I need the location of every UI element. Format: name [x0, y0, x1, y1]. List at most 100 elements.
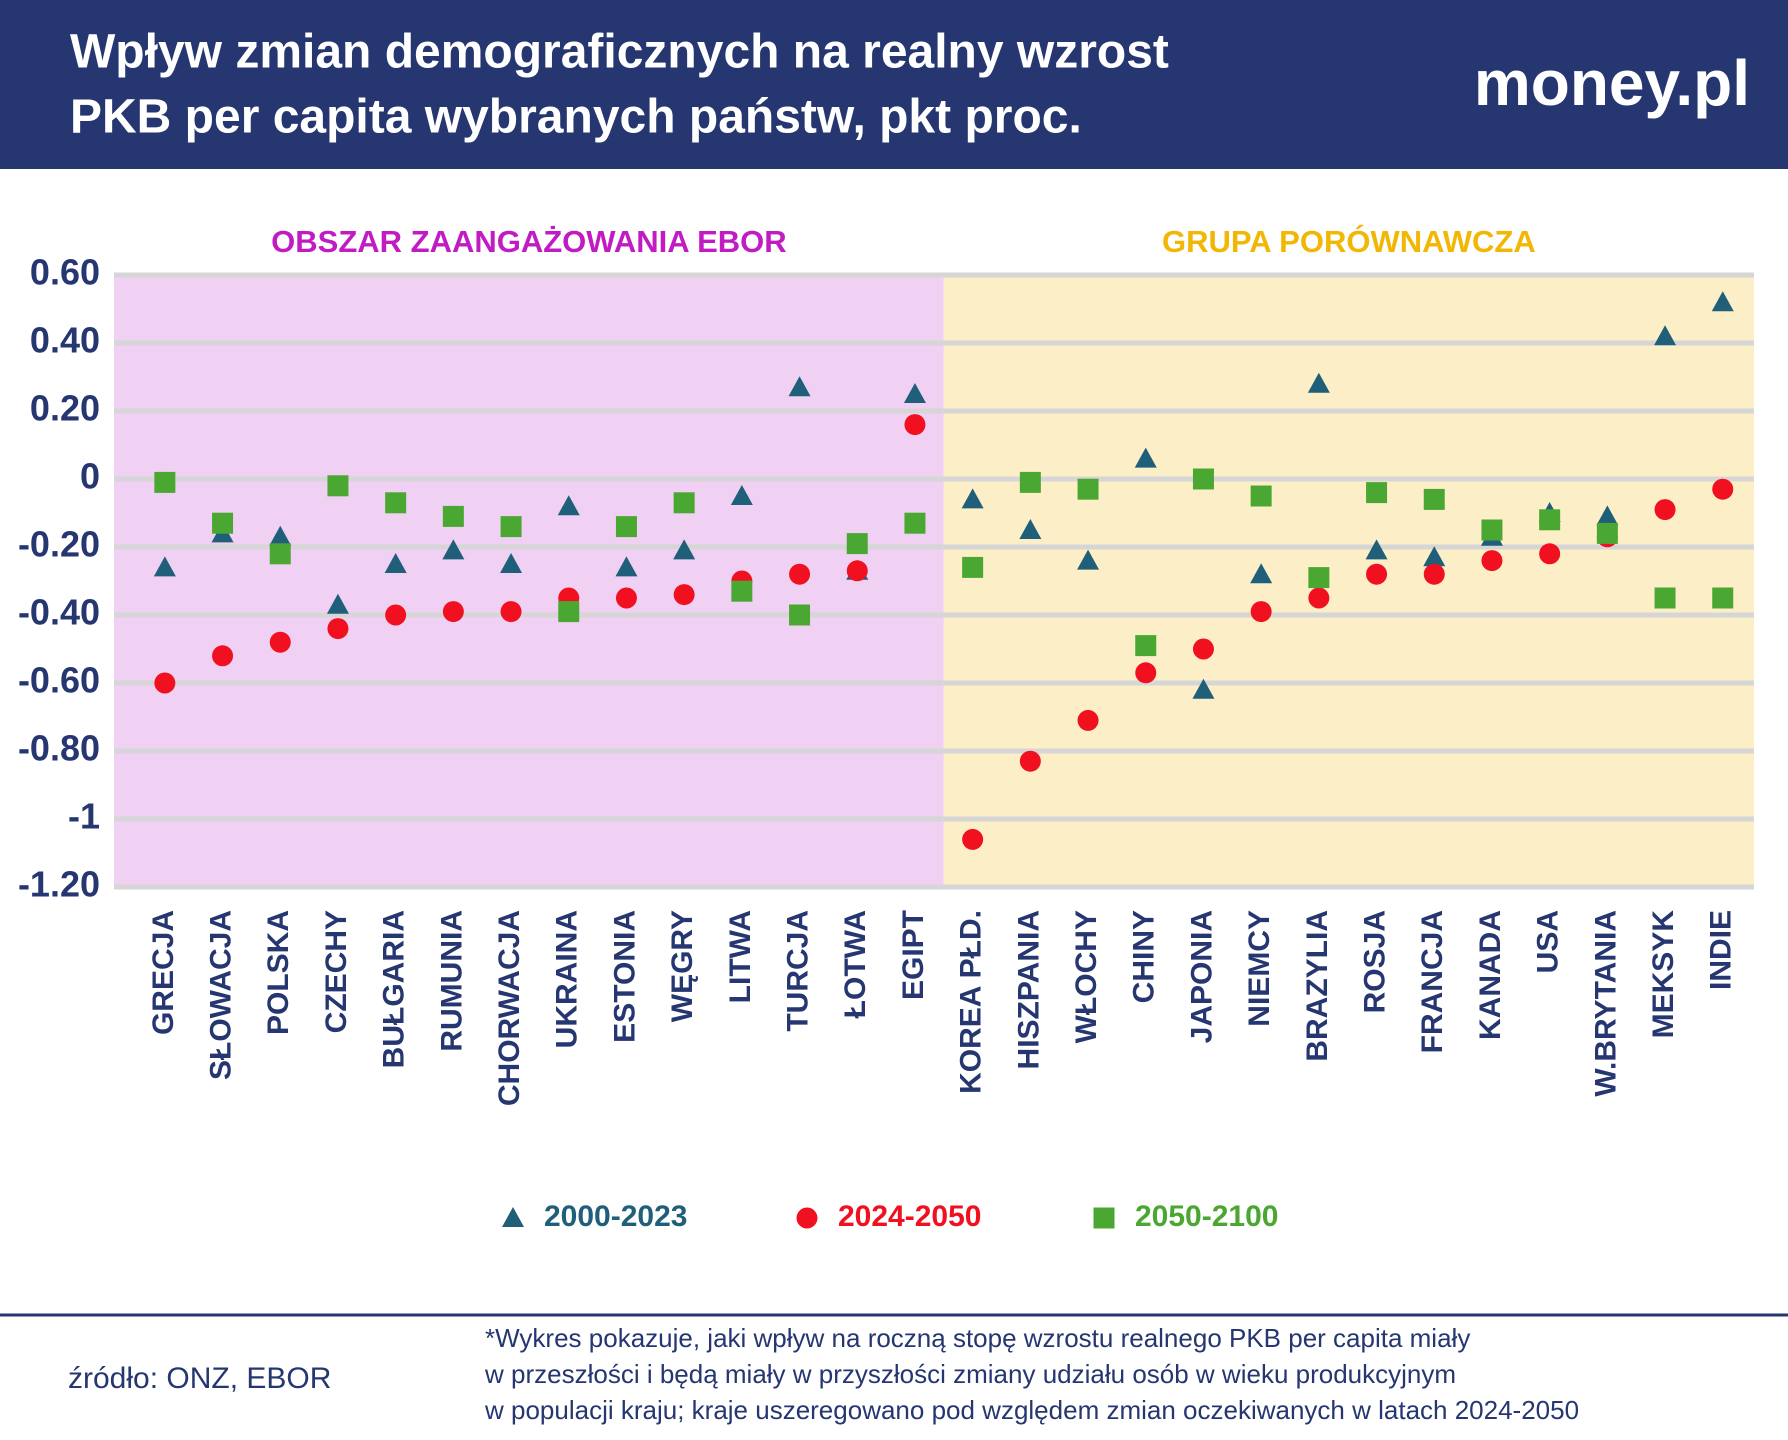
- point: [442, 601, 464, 623]
- header-bar: [0, 0, 1788, 169]
- region: [114, 275, 944, 887]
- point: [1366, 482, 1388, 504]
- point: [1423, 488, 1445, 510]
- point: [1308, 587, 1330, 609]
- point: [1654, 499, 1676, 521]
- x-tick-label: USA: [1532, 910, 1565, 973]
- x-tick-label: HISZPANIA: [1012, 910, 1045, 1069]
- title-line: PKB per capita wybranych państw, pkt pro…: [70, 91, 1082, 144]
- point: [1307, 372, 1330, 393]
- legend-marker: [1093, 1207, 1115, 1229]
- x-tick-label: WĘGRY: [666, 910, 699, 1022]
- point: [1712, 478, 1734, 500]
- point: [1365, 539, 1388, 560]
- point: [269, 543, 291, 565]
- point: [1019, 471, 1041, 493]
- x-tick-label: INDIE: [1705, 910, 1738, 990]
- point: [673, 492, 695, 514]
- y-tick-label: -1.20: [18, 864, 100, 905]
- y-tick-label: -0.60: [18, 660, 100, 701]
- x-tick-label: MEKSYK: [1647, 910, 1680, 1039]
- point: [1250, 601, 1272, 623]
- legend-marker: [502, 1207, 524, 1227]
- point: [1481, 550, 1503, 572]
- point: [1250, 485, 1272, 507]
- x-tick-label: KOREA PŁD.: [955, 910, 988, 1094]
- note-line: w populacji kraju; kraje uszeregowano po…: [484, 1395, 1579, 1425]
- point: [1596, 505, 1619, 526]
- x-tick-label: JAPONIA: [1185, 910, 1218, 1043]
- point: [326, 593, 349, 614]
- point: [962, 556, 984, 578]
- x-tick-label: NIEMCY: [1243, 910, 1276, 1027]
- region: [943, 275, 1754, 887]
- point: [500, 553, 523, 573]
- point: [557, 495, 580, 516]
- x-tick-label: CHORWACJA: [493, 910, 526, 1106]
- point: [846, 533, 868, 555]
- point: [1423, 563, 1445, 585]
- point: [904, 414, 926, 436]
- x-tick-label: EGIPT: [897, 910, 930, 1000]
- point: [673, 584, 695, 606]
- point: [961, 488, 984, 509]
- point: [788, 376, 811, 397]
- legend-label: 2024-2050: [838, 1200, 981, 1233]
- x-tick-label: CZECHY: [320, 910, 353, 1033]
- note-line: *Wykres pokazuje, jaki wpływ na roczną s…: [485, 1323, 1470, 1353]
- note-line: w przeszłości i będą miały w przyszłości…: [484, 1359, 1456, 1389]
- legend-label: 2050-2100: [1135, 1200, 1278, 1233]
- point: [1654, 587, 1676, 609]
- point: [1192, 678, 1215, 699]
- point: [154, 471, 176, 493]
- x-tick-label: BUŁGARIA: [378, 910, 411, 1068]
- point: [212, 645, 234, 667]
- x-tick-label: RUMUNIA: [435, 910, 468, 1052]
- point: [1654, 325, 1677, 346]
- x-tick-label: ROSJA: [1358, 910, 1391, 1013]
- point: [1077, 709, 1099, 731]
- point: [558, 601, 580, 623]
- legend-marker: [796, 1207, 818, 1229]
- point: [1539, 543, 1561, 565]
- x-tick-label: SŁOWACJA: [204, 910, 237, 1080]
- point: [269, 525, 292, 546]
- point: [1596, 522, 1618, 544]
- x-tick-label: POLSKA: [262, 910, 295, 1035]
- point: [1192, 468, 1214, 490]
- point: [904, 512, 926, 534]
- x-tick-label: UKRAINA: [551, 910, 584, 1048]
- point: [846, 560, 868, 582]
- x-tick-label: KANADA: [1474, 910, 1507, 1040]
- region-label: GRUPA PORÓWNAWCZA: [1162, 223, 1536, 259]
- point: [500, 601, 522, 623]
- logo: money.pl: [1474, 47, 1750, 119]
- point: [1539, 509, 1561, 531]
- x-tick-label: WŁOCHY: [1070, 910, 1103, 1043]
- y-tick-label: -0.20: [18, 524, 100, 565]
- point: [789, 563, 811, 585]
- x-tick-label: CHINY: [1128, 910, 1161, 1003]
- point: [442, 505, 464, 527]
- point: [730, 485, 753, 505]
- x-tick-label: W.BRYTANIA: [1589, 910, 1622, 1097]
- point: [1019, 519, 1042, 539]
- point: [1366, 563, 1388, 585]
- y-tick-label: 0.40: [30, 320, 100, 361]
- point: [385, 492, 407, 514]
- point: [1019, 750, 1041, 772]
- y-tick-label: 0.20: [30, 388, 100, 429]
- point: [1308, 567, 1330, 589]
- point: [962, 828, 984, 850]
- point: [1135, 635, 1157, 657]
- point: [327, 475, 349, 497]
- x-tick-label: FRANCJA: [1416, 910, 1449, 1053]
- point: [153, 556, 176, 577]
- point: [1077, 478, 1099, 500]
- x-tick-label: LITWA: [724, 910, 757, 1003]
- x-tick-label: TURCJA: [781, 910, 814, 1032]
- point: [1711, 291, 1734, 312]
- y-tick-label: 0.60: [30, 252, 100, 293]
- point: [327, 618, 349, 640]
